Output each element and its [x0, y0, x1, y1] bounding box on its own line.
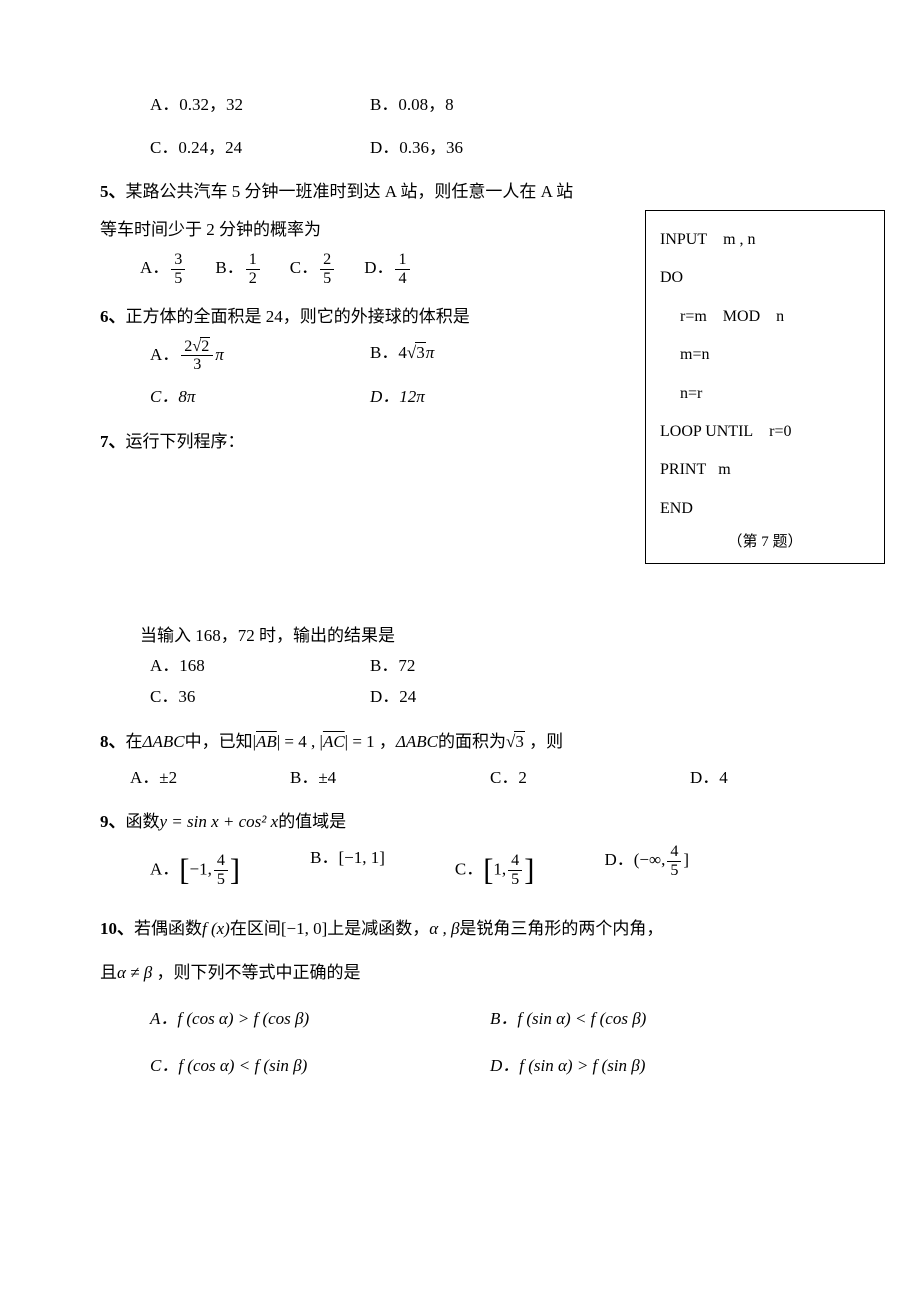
option-d: D．24	[370, 682, 570, 713]
option-d: D．(−∞,45]	[604, 843, 689, 898]
option-a: A．±2	[130, 763, 290, 794]
q6-text: 正方体的全面积是 24，则它的外接球的体积是	[126, 307, 470, 326]
code-line: r=m MOD n	[660, 298, 870, 336]
option-b: B．12	[215, 251, 261, 288]
q7-substem: 当输入 168，72 时，输出的结果是	[100, 621, 860, 652]
option-b: B．±4	[290, 763, 490, 794]
option-b: B．43π	[370, 338, 570, 375]
q5-text1: 某路公共汽车 5 分钟一班准时到达 A 站，则任意一人在 A 站	[126, 182, 574, 201]
option-c: C．25	[290, 251, 336, 288]
option-row: A．0.32，32 B．0.08，8	[100, 90, 860, 121]
q6-number: 6、	[100, 307, 126, 326]
option-b: B．f (sin α) < f (cos β)	[490, 1004, 830, 1035]
q9-number: 9、	[100, 812, 126, 831]
question-10: 10、若偶函数f (x)在区间[−1, 0]上是减函数，α , β是锐角三角形的…	[100, 912, 860, 1081]
option-a: A．223π	[150, 338, 350, 375]
option-a: A．[−1,45]	[150, 843, 240, 898]
code-line: DO	[660, 259, 870, 297]
q10-options: A．f (cos α) > f (cos β) B．f (sin α) < f …	[100, 1004, 860, 1081]
q7-text: 运行下列程序：	[126, 432, 245, 451]
option-a: A．0.32，32	[150, 90, 350, 121]
code-line: INPUT m , n	[660, 221, 870, 259]
code-line: END	[660, 490, 870, 528]
q5-stem-line1: 5、某路公共汽车 5 分钟一班准时到达 A 站，则任意一人在 A 站	[100, 175, 860, 209]
option-c: C．[1,45]	[455, 843, 535, 898]
option-b: B．0.08，8	[370, 90, 570, 121]
question-8: 8、在ΔABC中，已知|AB| = 4 , |AC| = 1 ，ΔABC的面积为…	[100, 725, 860, 794]
option-b: B．72	[370, 651, 570, 682]
option-row: C．f (cos α) < f (sin β) D．f (sin α) > f …	[150, 1051, 860, 1082]
codebox-caption: （第 7 题）	[660, 532, 870, 553]
option-c: C．8π	[150, 382, 350, 413]
option-a: A．f (cos α) > f (cos β)	[150, 1004, 490, 1035]
q10-stem-line1: 10、若偶函数f (x)在区间[−1, 0]上是减函数，α , β是锐角三角形的…	[100, 912, 860, 946]
option-c: C．36	[150, 682, 350, 713]
option-c: C．2	[490, 763, 690, 794]
option-b: B．[−1, 1]	[310, 843, 385, 898]
q7-options-row2: C．36 D．24	[100, 682, 860, 713]
option-d: D．f (sin α) > f (sin β)	[490, 1051, 830, 1082]
q7-codebox: INPUT m , n DO r=m MOD n m=n n=r LOOP UN…	[645, 210, 885, 564]
q5-number: 5、	[100, 182, 126, 201]
question-7-sub: 当输入 168，72 时，输出的结果是 A．168 B．72 C．36 D．24	[100, 621, 860, 713]
option-row: A．f (cos α) > f (cos β) B．f (sin α) < f …	[150, 1004, 860, 1035]
q8-stem: 8、在ΔABC中，已知|AB| = 4 , |AC| = 1 ，ΔABC的面积为…	[100, 725, 860, 759]
q10-number: 10、	[100, 919, 134, 938]
code-line: PRINT m	[660, 451, 870, 489]
option-d: D．4	[690, 763, 728, 794]
q9-stem: 9、函数y = sin x + cos² x的值域是	[100, 805, 860, 839]
option-c: C．f (cos α) < f (sin β)	[150, 1051, 490, 1082]
option-a: A．35	[140, 251, 187, 288]
q7-options-row1: A．168 B．72	[100, 651, 860, 682]
question-4-options: A．0.32，32 B．0.08，8 C．0.24，24 D．0.36，36	[100, 90, 860, 163]
option-row: C．0.24，24 D．0.36，36	[100, 133, 860, 164]
q8-number: 8、	[100, 732, 126, 751]
code-line: m=n	[660, 336, 870, 374]
code-line: LOOP UNTIL r=0	[660, 413, 870, 451]
question-9: 9、函数y = sin x + cos² x的值域是 A．[−1,45] B．[…	[100, 805, 860, 898]
code-line: n=r	[660, 375, 870, 413]
option-d: D．14	[364, 251, 411, 288]
q10-stem-line2: 且α ≠ β ，则下列不等式中正确的是	[100, 956, 860, 990]
option-d: D．12π	[370, 382, 570, 413]
q9-options: A．[−1,45] B．[−1, 1] C．[1,45] D．(−∞,45]	[100, 843, 860, 898]
option-a: A．168	[150, 651, 350, 682]
option-c: C．0.24，24	[150, 133, 350, 164]
option-d: D．0.36，36	[370, 133, 570, 164]
q7-number: 7、	[100, 432, 126, 451]
q8-options: A．±2 B．±4 C．2 D．4	[100, 763, 860, 794]
